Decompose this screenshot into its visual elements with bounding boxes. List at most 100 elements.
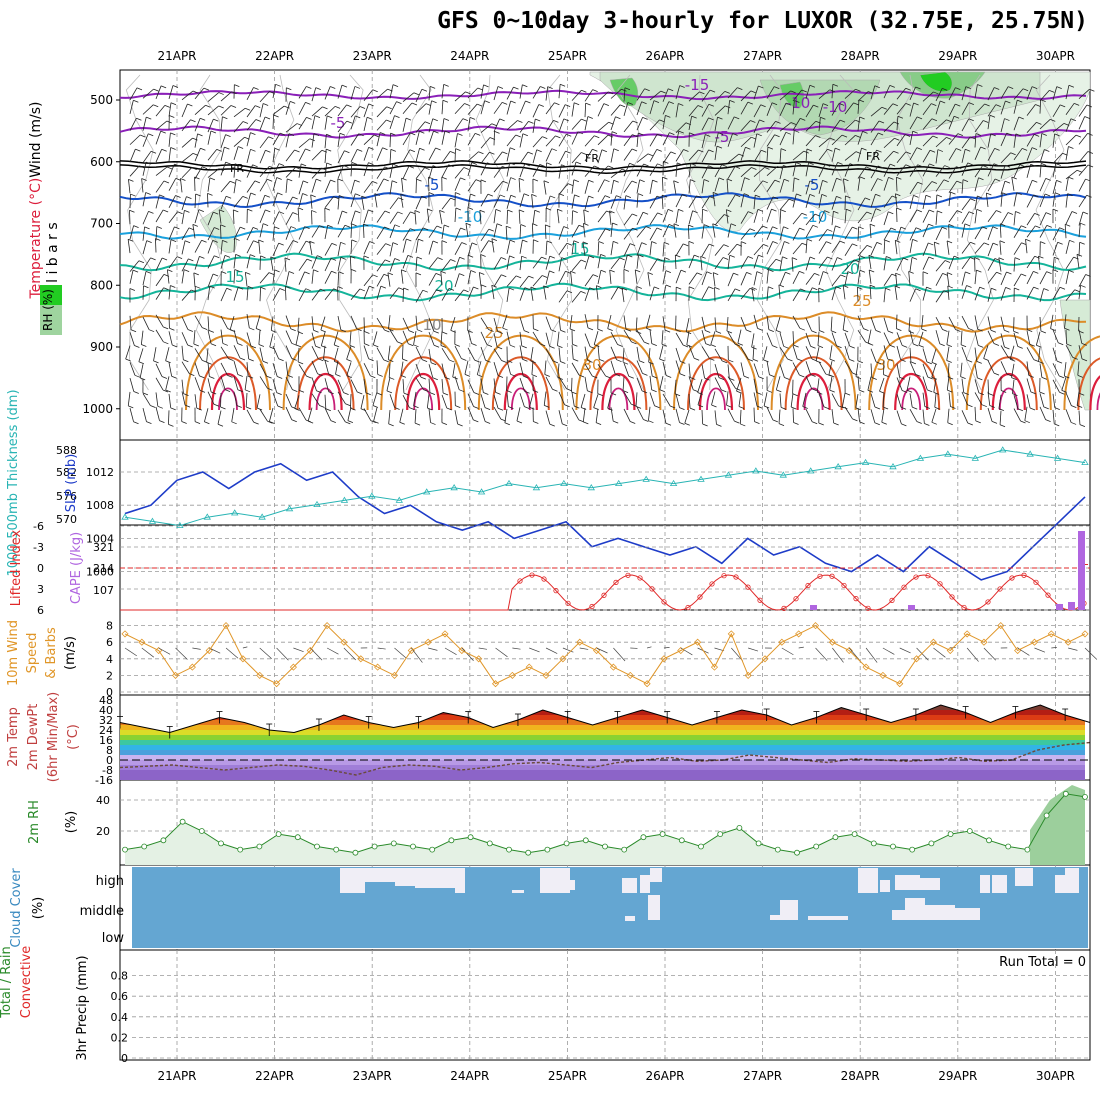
wind-barb-flag bbox=[261, 287, 266, 289]
wind-barb-flag bbox=[306, 289, 311, 291]
wind-barb bbox=[220, 225, 221, 239]
wind-barb bbox=[468, 271, 471, 285]
wind-barb bbox=[637, 194, 638, 208]
temp2m-axis-label: 2m DewPt bbox=[26, 704, 41, 771]
wind-barb bbox=[364, 181, 372, 192]
wind-barb-flag bbox=[338, 286, 343, 288]
wind-barb bbox=[477, 361, 481, 374]
wind-barb-flag bbox=[688, 225, 693, 227]
wind-barb-flag bbox=[574, 195, 579, 197]
wind-barb bbox=[793, 243, 802, 254]
temp2m-axis-label: (6hr Min/Max) bbox=[46, 692, 61, 782]
rh2m-marker bbox=[814, 844, 819, 849]
wind-barb bbox=[507, 148, 510, 162]
wind-barb-flag bbox=[171, 408, 176, 410]
wind-barb bbox=[286, 331, 292, 344]
wind-barb-flag bbox=[352, 224, 357, 226]
wind-barb bbox=[442, 395, 447, 408]
wind-barb bbox=[845, 333, 850, 346]
wind-barb-flag bbox=[666, 423, 671, 425]
wind-barb-flag bbox=[139, 261, 144, 263]
wind10-barb bbox=[125, 648, 137, 656]
wind-barb bbox=[818, 332, 819, 346]
wind-barb-flag bbox=[487, 345, 492, 347]
wind-barb-flag bbox=[473, 420, 478, 422]
wind-barb-flag bbox=[134, 392, 139, 394]
wind-barb-flag bbox=[608, 329, 613, 331]
wind-barb-flag bbox=[278, 193, 283, 195]
wind-barb bbox=[221, 117, 222, 131]
wind-barb bbox=[871, 409, 875, 422]
wind-barb-flag bbox=[267, 179, 272, 181]
wind-barb bbox=[531, 347, 533, 361]
wind-barb-flag bbox=[1059, 392, 1064, 394]
wind-barb-flag bbox=[386, 120, 391, 122]
wind-barb bbox=[895, 286, 897, 300]
wind-barb-flag bbox=[410, 150, 415, 152]
wind-barb bbox=[321, 332, 325, 346]
wind-barb-flag bbox=[640, 180, 645, 182]
wind-barb bbox=[403, 103, 412, 114]
wind-barb-flag bbox=[253, 227, 258, 229]
wind-barb-flag bbox=[130, 194, 135, 196]
wind-barb bbox=[546, 333, 550, 347]
wind-barb bbox=[507, 210, 508, 224]
wind-barb-flag bbox=[1056, 180, 1061, 182]
wind-barb-flag bbox=[542, 275, 547, 277]
wind-barb bbox=[1012, 177, 1014, 191]
wind-barb-flag bbox=[678, 209, 683, 211]
wind-barb bbox=[286, 167, 296, 177]
wind-barb-flag bbox=[157, 227, 162, 229]
wind-barb-flag bbox=[406, 239, 411, 241]
wind-barb bbox=[451, 317, 455, 330]
wind-barb bbox=[715, 364, 719, 377]
wind-barb bbox=[819, 242, 826, 254]
wind-barb bbox=[182, 241, 185, 255]
wind-barb-flag bbox=[161, 86, 166, 88]
wind-barb-flag bbox=[153, 105, 158, 107]
wind-barb bbox=[245, 272, 247, 286]
wind-barb-flag bbox=[191, 120, 196, 122]
cloud-block bbox=[1055, 875, 1065, 893]
wind-barb bbox=[572, 153, 581, 164]
wind-barb-flag bbox=[131, 330, 136, 332]
rh2m-marker bbox=[238, 847, 243, 852]
wind-barb bbox=[650, 376, 652, 390]
wind-barb-flag bbox=[135, 149, 140, 151]
wind-barb bbox=[156, 210, 163, 222]
wind-barb-flag bbox=[928, 224, 933, 226]
wind-barb bbox=[650, 149, 657, 161]
li-tick-label: 0 bbox=[37, 562, 44, 575]
wind-barb-flag bbox=[423, 290, 428, 292]
cloud-level-label: high bbox=[96, 874, 124, 889]
wind-barb-flag bbox=[524, 331, 529, 333]
wind-barb bbox=[325, 395, 326, 409]
wind-barb-flag bbox=[455, 149, 460, 151]
wind-barb-flag bbox=[913, 239, 918, 241]
wind-barb-flag bbox=[961, 377, 966, 379]
wind-barb-flag bbox=[545, 375, 550, 377]
wind-barb-flag bbox=[162, 149, 167, 151]
wind-barb-flag bbox=[213, 274, 218, 276]
wind-barb-flag bbox=[849, 359, 854, 361]
wind-barb bbox=[962, 286, 967, 299]
wind-barb-flag bbox=[524, 407, 529, 409]
wind-barb-flag bbox=[496, 209, 501, 211]
wind-barb-flag bbox=[522, 85, 527, 87]
wind-barb-flag bbox=[522, 256, 527, 258]
wind-barb-flag bbox=[977, 361, 982, 363]
wind-barb-flag bbox=[689, 241, 694, 243]
wind-barb bbox=[234, 287, 238, 300]
wind-barb bbox=[545, 225, 546, 239]
wind-barb bbox=[780, 257, 782, 271]
wind-barb-flag bbox=[814, 273, 819, 275]
wind-barb-flag bbox=[332, 243, 337, 245]
wind-barb-flag bbox=[165, 105, 170, 107]
wind-barb-flag bbox=[852, 244, 857, 246]
wind-barb-flag bbox=[455, 406, 460, 408]
wind-barb bbox=[429, 241, 433, 254]
wind-barb bbox=[988, 272, 997, 283]
wind-barb-flag bbox=[316, 88, 321, 90]
wind10-barb bbox=[142, 648, 154, 657]
wind-barb-flag bbox=[1018, 346, 1023, 348]
